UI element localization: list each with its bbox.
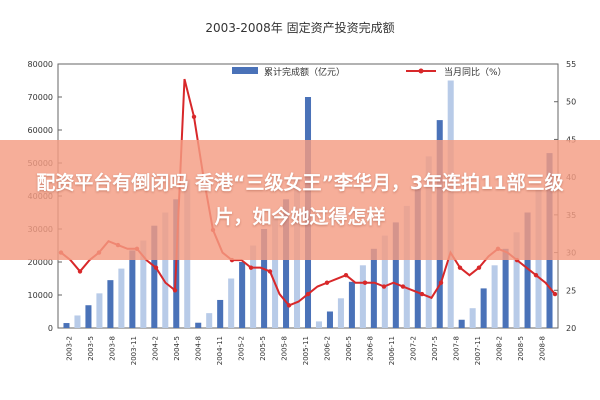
y-left-tick-label: 0: [48, 324, 53, 333]
bar: [315, 321, 322, 328]
x-tick-label: 2007-2: [409, 336, 417, 361]
line-point: [476, 265, 482, 270]
x-tick-label: 2003-5: [87, 336, 95, 361]
x-tick-label: 2005-11: [302, 336, 310, 365]
bar: [140, 240, 147, 328]
bar: [74, 315, 81, 328]
bar: [217, 299, 224, 328]
x-tick-label: 2005-2: [238, 336, 246, 361]
line-point: [438, 280, 444, 285]
line-point: [324, 280, 330, 285]
y-left-tick-label: 10000: [28, 291, 53, 300]
line-point: [305, 291, 311, 297]
x-tick-label: 2006-2: [323, 336, 331, 361]
y-left-tick-label: 80000: [28, 60, 53, 69]
bar: [228, 278, 235, 328]
bar: [502, 248, 509, 328]
legend: 累计完成额（亿元） 当月同比（%）: [232, 66, 507, 78]
y-left-tick-label: 70000: [28, 93, 53, 102]
bar: [239, 262, 246, 328]
y-right-tick-label: 55: [566, 60, 576, 69]
x-tick-label: 2006-8: [366, 336, 374, 361]
bar: [359, 265, 366, 328]
bar: [107, 280, 114, 328]
bar: [129, 250, 136, 328]
bar: [458, 319, 465, 328]
line-point: [381, 284, 387, 289]
legend-bar-swatch: [232, 67, 258, 74]
bar: [326, 311, 333, 328]
x-tick-label: 2008-8: [538, 336, 546, 361]
headline-text[interactable]: 配资平台有倒闭吗 香港“三级女王”李华月，3年连拍11部三级片，如今她过得怎样: [36, 172, 564, 228]
x-tick-label: 2004-11: [216, 336, 224, 365]
legend-line-label: 当月同比（%）: [444, 66, 507, 78]
x-tick-label: 2007-5: [431, 336, 439, 361]
x-tick-label: 2003-2: [66, 336, 74, 361]
x-tick-label: 2008-2: [495, 336, 503, 361]
bar: [480, 288, 487, 328]
x-tick-label: 2005-5: [259, 336, 267, 361]
y-right-tick-label: 25: [566, 286, 576, 295]
y-right-tick-label: 20: [566, 324, 576, 333]
bar: [491, 265, 498, 328]
y-left-tick-label: 20000: [28, 258, 53, 267]
bar: [118, 268, 125, 328]
bar: [195, 322, 202, 328]
bar: [524, 212, 531, 328]
bar: [283, 199, 290, 328]
x-tick-label: 2005-8: [281, 336, 289, 361]
line-point: [419, 291, 425, 297]
bar: [392, 222, 399, 328]
bar: [151, 225, 158, 328]
x-tick-label: 2004-5: [173, 336, 181, 361]
legend-bar-label: 累计完成额（亿元）: [264, 66, 345, 78]
bar: [63, 323, 70, 328]
line-point: [362, 280, 368, 285]
x-tick-label: 2007-8: [452, 336, 460, 361]
bar: [96, 293, 103, 328]
y-left-tick-label: 60000: [28, 126, 53, 135]
bar: [206, 313, 213, 328]
bar: [403, 205, 410, 328]
x-tick-label: 2007-11: [474, 336, 482, 365]
line-point: [552, 291, 558, 297]
line-point: [343, 273, 349, 278]
bar: [162, 212, 169, 328]
x-tick-label: 2004-8: [195, 336, 203, 361]
legend-line-marker: [418, 68, 424, 74]
line-point: [172, 288, 178, 293]
line-point: [248, 265, 254, 270]
bar: [261, 229, 268, 328]
bar: [250, 245, 257, 328]
x-tick-label: 2006-11: [388, 336, 396, 365]
x-tick-label: 2003-8: [109, 336, 117, 361]
line-point: [191, 114, 197, 120]
y-right-tick-label: 50: [566, 98, 576, 107]
x-tick-label: 2008-5: [517, 336, 525, 361]
x-tick-label: 2006-5: [345, 336, 353, 361]
bar: [370, 248, 377, 328]
bar: [337, 298, 344, 328]
chart-title: 2003-2008年 固定资产投资完成额: [205, 20, 394, 35]
headline-banner[interactable]: 配资平台有倒闭吗 香港“三级女王”李华月，3年连拍11部三级片，如今她过得怎样: [0, 140, 600, 260]
bar: [469, 308, 476, 328]
x-tick-label: 2003-11: [130, 336, 138, 365]
bar: [348, 281, 355, 328]
bar: [381, 235, 388, 328]
line-point: [267, 269, 273, 274]
bar: [272, 215, 279, 328]
line-point: [400, 284, 406, 289]
bar: [513, 232, 520, 328]
line-point: [77, 269, 83, 274]
line-point: [153, 265, 159, 270]
bar: [85, 305, 92, 328]
x-axis: 2003-2 2003-5 2003-8 2003-11 2004-2 2004-5 200…: [66, 336, 547, 365]
line-point: [286, 303, 292, 308]
line-point: [533, 273, 539, 278]
x-tick-label: 2004-2: [152, 336, 160, 361]
line-point: [457, 265, 463, 270]
y-right-tick-label: 45: [566, 135, 576, 144]
